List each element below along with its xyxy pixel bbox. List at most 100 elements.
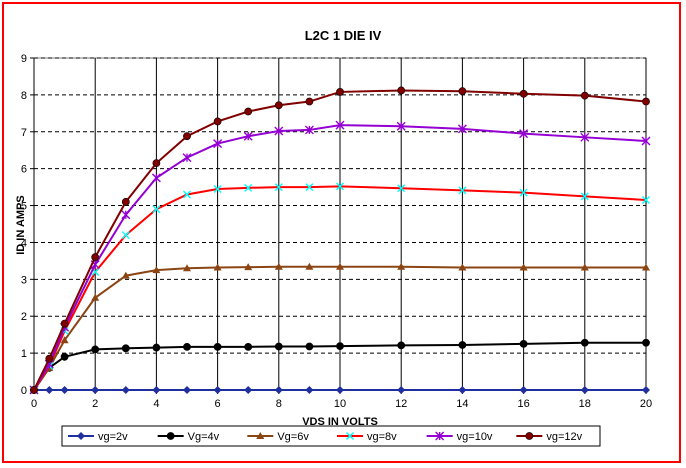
y-tick-label: 3: [21, 274, 27, 286]
data-point: [152, 266, 161, 274]
data-point: [121, 210, 131, 220]
data-point: [91, 345, 100, 354]
data-point: [580, 263, 589, 271]
data-point: [213, 386, 222, 394]
data-point: [60, 352, 69, 361]
x-tick-label: 14: [456, 398, 468, 410]
data-point: [305, 386, 314, 394]
legend-entry: vg=2v: [68, 431, 128, 443]
data-point: [30, 386, 38, 394]
data-point: [580, 192, 589, 201]
data-point: [183, 386, 191, 394]
x-axis-title: VDS IN VOLTS: [302, 416, 378, 428]
data-point: [397, 86, 406, 95]
data-point: [244, 386, 253, 394]
legend-label: vg=8v: [367, 431, 397, 443]
data-point: [243, 131, 253, 141]
data-point: [274, 126, 284, 136]
data-point: [213, 184, 222, 193]
data-point: [152, 343, 161, 352]
data-point: [121, 271, 130, 279]
data-point: [152, 205, 161, 214]
legend-marker: [77, 432, 85, 440]
legend-marker: [256, 432, 265, 439]
data-point: [60, 336, 69, 344]
legend-entry: vg=10v: [426, 431, 493, 443]
y-tick-label: 2: [21, 311, 27, 323]
y-tick-label: 0: [21, 385, 27, 397]
data-point: [213, 139, 223, 149]
legend: vg=2v Vg=4v Vg=6v vg=8v vg=10v vg=12v: [61, 425, 601, 447]
data-point: [519, 129, 529, 139]
data-point: [580, 132, 590, 142]
data-point: [642, 97, 650, 106]
legend-entry: vg=8v: [337, 431, 397, 443]
series-5: [30, 86, 650, 394]
data-point: [305, 342, 314, 351]
data-point: [213, 263, 222, 271]
data-point: [642, 386, 650, 394]
data-point: [397, 341, 406, 350]
legend-entry: Vg=4v: [157, 431, 220, 443]
x-tick-label: 0: [31, 398, 37, 410]
data-point: [580, 386, 589, 394]
y-tick-label: 6: [21, 164, 27, 176]
data-point: [642, 263, 650, 271]
data-point: [274, 342, 283, 351]
legend-label: Vg=6v: [277, 431, 309, 443]
data-point: [274, 262, 283, 270]
y-tick-label: 1: [21, 348, 27, 360]
data-point: [336, 386, 344, 394]
x-tick-label: 10: [334, 398, 346, 410]
y-tick-label: 9: [21, 53, 27, 65]
data-point: [642, 338, 650, 347]
series-layer: [29, 86, 651, 395]
legend-label: vg=12v: [546, 431, 582, 443]
data-point: [244, 183, 253, 192]
data-point: [641, 136, 651, 146]
x-tick-label: 2: [92, 398, 98, 410]
chart-title: L2C 1 DIE IV: [305, 28, 382, 43]
data-point: [457, 124, 467, 134]
legend-label: Vg=4v: [188, 431, 220, 443]
y-axis-title: ID IN AMPS: [15, 195, 27, 255]
x-tick-label: 16: [517, 398, 529, 410]
legend-marker: [525, 432, 534, 440]
data-point: [121, 231, 130, 240]
x-tick-label: 18: [579, 398, 591, 410]
data-point: [519, 188, 528, 197]
x-tick-label: 12: [395, 398, 407, 410]
legend-marker: [346, 432, 354, 440]
data-point: [580, 91, 589, 100]
data-point: [304, 125, 314, 135]
data-point: [213, 342, 222, 351]
data-point: [121, 197, 130, 206]
data-point: [151, 173, 161, 183]
data-point: [519, 339, 528, 348]
data-point: [336, 342, 344, 351]
x-tick-label: 8: [276, 398, 282, 410]
data-point: [244, 263, 253, 271]
data-point: [642, 196, 650, 205]
data-point: [397, 262, 406, 270]
data-point: [396, 121, 406, 131]
data-point: [244, 342, 253, 351]
data-point: [121, 344, 130, 353]
y-tick-label: 8: [21, 90, 27, 102]
data-point: [397, 386, 406, 394]
data-point: [183, 132, 191, 141]
x-tick-label: 4: [153, 398, 159, 410]
data-point: [45, 386, 54, 394]
x-tick-label: 6: [215, 398, 221, 410]
legend-entry: vg=12v: [516, 431, 583, 443]
data-point: [336, 182, 344, 191]
data-point: [152, 386, 161, 394]
data-point: [580, 338, 589, 347]
y-tick-label: 5: [21, 201, 27, 213]
data-point: [152, 159, 161, 168]
legend-label: vg=10v: [457, 431, 493, 443]
legend-label: vg=2v: [98, 431, 128, 443]
data-point: [274, 183, 283, 192]
series-0: [30, 386, 650, 394]
data-point: [274, 386, 283, 394]
